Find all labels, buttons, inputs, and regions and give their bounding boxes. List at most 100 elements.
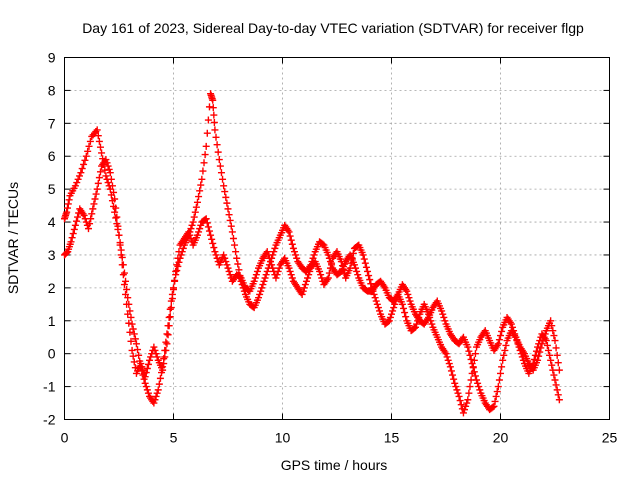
data-point <box>93 185 101 193</box>
data-point <box>223 199 231 207</box>
data-point <box>370 290 378 298</box>
data-point <box>106 169 114 177</box>
x-tick-label: 0 <box>61 430 69 446</box>
data-point <box>425 310 433 318</box>
data-point <box>70 225 78 233</box>
data-point <box>142 383 150 391</box>
data-point <box>318 274 326 282</box>
data-point <box>213 254 221 262</box>
data-point <box>222 258 230 266</box>
data-point <box>467 355 475 363</box>
data-point <box>98 149 106 157</box>
data-point <box>102 156 110 164</box>
data-point <box>103 159 111 167</box>
data-point <box>197 221 205 229</box>
data-point <box>272 274 280 282</box>
data-point <box>134 346 142 354</box>
data-point <box>324 274 332 282</box>
y-axis-label: SDTVAR / TECUs <box>5 182 21 294</box>
data-point <box>211 126 219 134</box>
data-point <box>502 341 510 349</box>
data-point <box>87 215 95 223</box>
data-point <box>81 156 89 164</box>
data-point <box>163 330 171 338</box>
data-point <box>251 274 259 282</box>
data-point <box>468 369 476 377</box>
data-point <box>259 281 267 289</box>
data-point <box>165 313 173 321</box>
data-point <box>189 218 197 226</box>
data-point <box>537 344 545 352</box>
data-point <box>444 356 452 364</box>
data-point <box>548 322 556 330</box>
data-point <box>71 221 79 229</box>
data-point <box>469 363 477 371</box>
data-point <box>290 248 298 256</box>
x-tick-label: 25 <box>602 430 618 446</box>
data-point <box>274 267 282 275</box>
x-axis-label: GPS time / hours <box>281 457 388 473</box>
data-point <box>471 350 479 358</box>
data-point <box>186 231 194 239</box>
data-point <box>337 258 345 266</box>
data-point <box>261 274 269 282</box>
data-point <box>366 276 374 284</box>
data-point <box>179 244 187 252</box>
data-point <box>353 267 361 275</box>
data-point <box>445 360 453 368</box>
data-point <box>536 348 544 356</box>
data-point <box>86 137 94 145</box>
data-point <box>95 137 103 145</box>
data-point <box>193 231 201 239</box>
data-point <box>465 347 473 355</box>
data-point <box>90 200 98 208</box>
data-point <box>305 271 313 279</box>
data-point <box>275 264 283 272</box>
data-point <box>108 182 116 190</box>
data-point <box>491 397 499 405</box>
data-point <box>271 244 279 252</box>
data-point <box>403 287 411 295</box>
data-point <box>113 213 121 221</box>
data-point <box>220 182 228 190</box>
data-point <box>94 132 102 140</box>
data-point <box>162 346 170 354</box>
data-point <box>120 281 128 289</box>
data-point <box>554 391 562 399</box>
data-point <box>152 350 160 358</box>
data-point <box>385 317 393 325</box>
data-point <box>150 399 158 407</box>
data-point <box>125 319 133 327</box>
data-point <box>287 271 295 279</box>
data-point <box>224 264 232 272</box>
data-point <box>285 228 293 236</box>
data-point <box>552 381 560 389</box>
data-point <box>546 351 554 359</box>
data-point <box>84 225 92 233</box>
data-points <box>61 90 563 417</box>
data-point <box>115 231 123 239</box>
data-point <box>165 322 173 330</box>
data-point <box>374 304 382 312</box>
data-point <box>195 228 203 236</box>
data-point <box>111 208 119 216</box>
data-point <box>224 205 232 213</box>
data-point <box>64 200 72 208</box>
data-point <box>386 313 394 321</box>
data-point <box>446 363 454 371</box>
data-point <box>493 388 501 396</box>
data-point <box>554 359 562 367</box>
data-point <box>300 284 308 292</box>
data-point <box>191 208 199 216</box>
data-point <box>124 310 132 318</box>
data-point <box>389 307 397 315</box>
data-point <box>372 297 380 305</box>
data-point <box>212 133 220 141</box>
data-point <box>119 271 127 279</box>
data-point <box>289 244 297 252</box>
data-point <box>131 335 139 343</box>
data-point <box>500 351 508 359</box>
data-point <box>213 141 221 149</box>
data-point <box>498 327 506 335</box>
